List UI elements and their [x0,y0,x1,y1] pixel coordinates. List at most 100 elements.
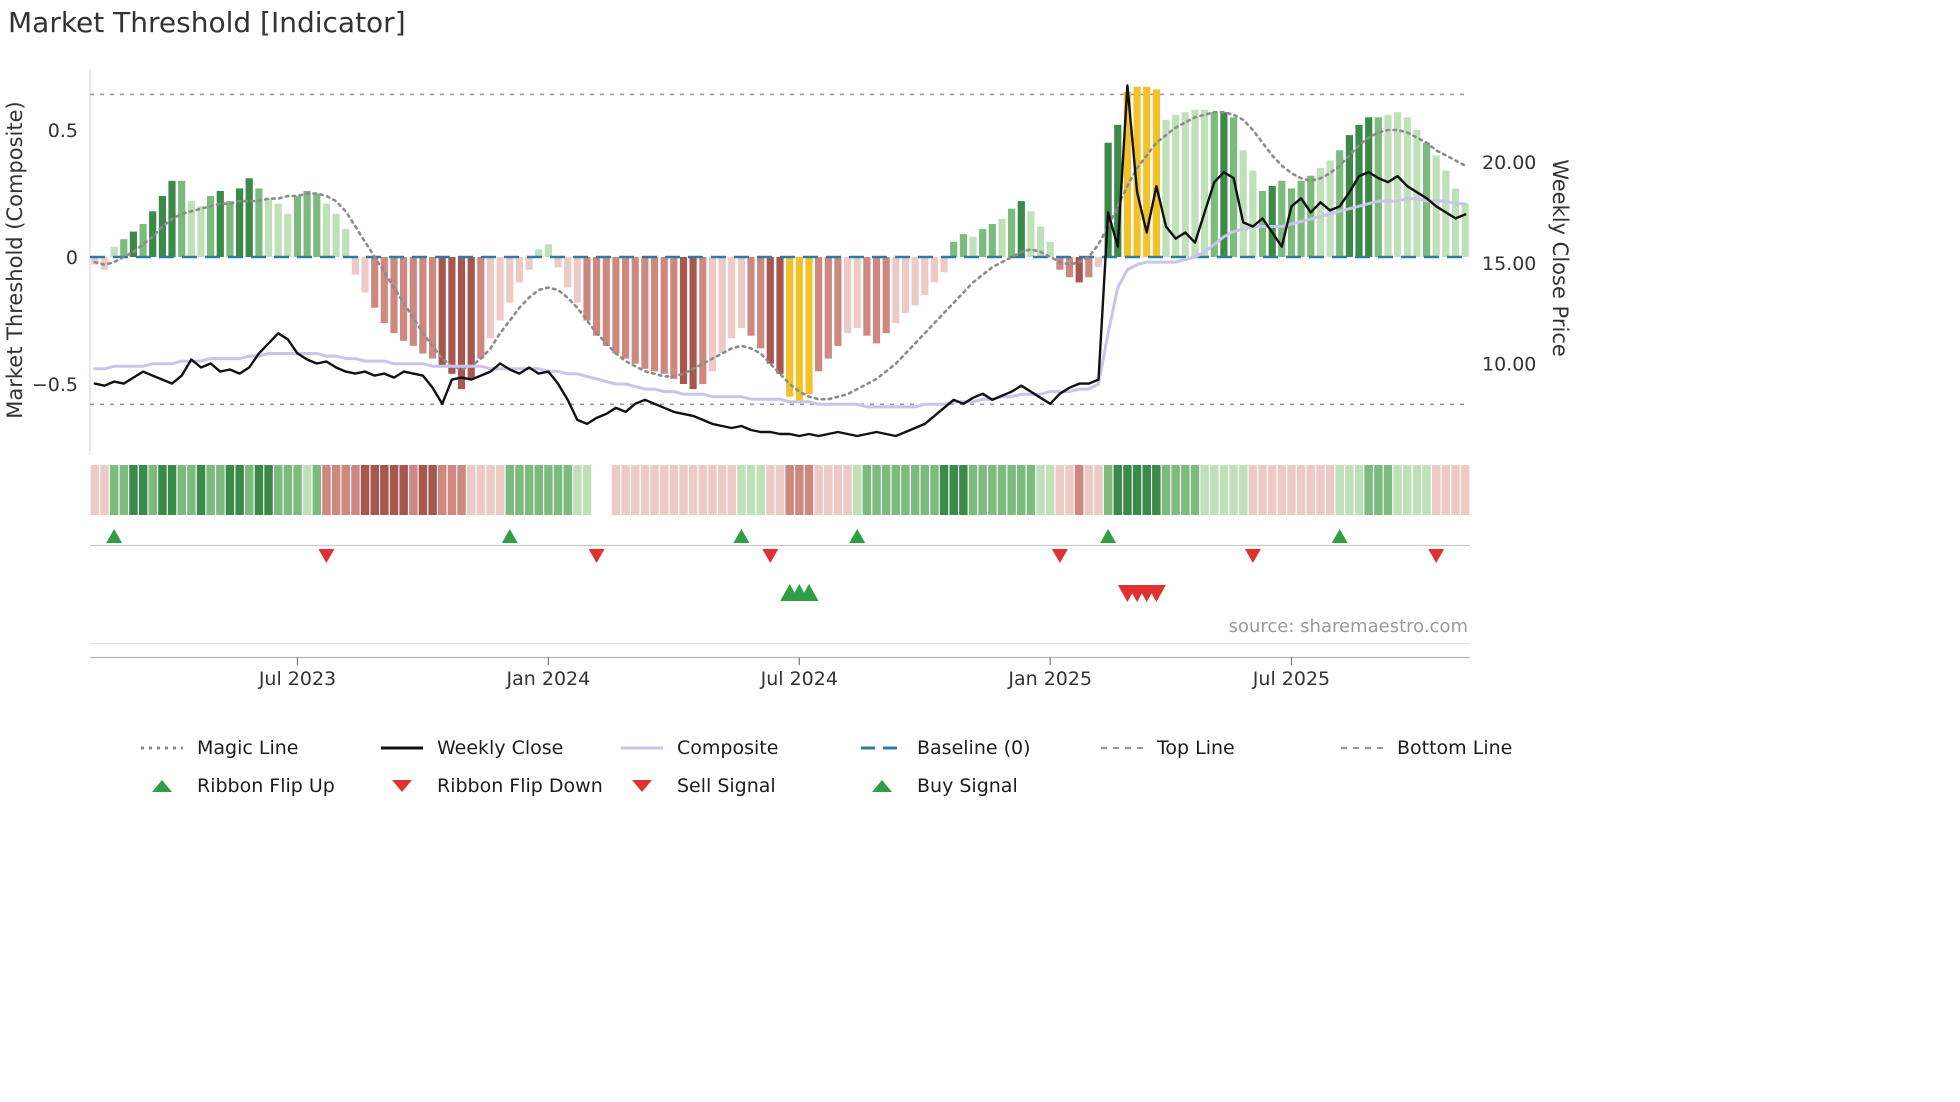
threshold-bar [1220,112,1228,257]
ribbon-cell [1152,465,1161,515]
threshold-bar [264,198,273,257]
threshold-bar [1008,208,1016,257]
ribbon-cell [274,465,283,515]
threshold-bar [1355,124,1363,258]
solid-line-icon [621,746,663,750]
ribbon-cell [1142,465,1151,515]
threshold-bar [573,257,581,303]
chart-title: Market Threshold [Indicator] [8,6,406,39]
ribbon-cell [1200,465,1209,515]
ribbon-cell [939,465,949,515]
threshold-bar [1258,191,1267,257]
ribbon-cell [669,465,679,515]
triangle-down-icon [392,780,412,792]
ribbon-cell [1422,465,1431,515]
ribbon-flip-down-marker [762,549,779,563]
ribbon-cell [1306,465,1315,515]
right-tick-label: 20.00 [1482,152,1536,174]
threshold-bar [728,257,736,339]
ribbon-cell [1190,465,1200,515]
threshold-bar [1046,241,1054,257]
threshold-bar [380,257,388,323]
threshold-bar [332,213,340,257]
threshold-bar [110,246,118,257]
ribbon-cell [1277,465,1287,515]
threshold-bar [1316,168,1324,257]
ribbon-cell [1316,465,1325,515]
legend-label: Magic Line [197,737,299,759]
ribbon-cell [438,465,447,515]
ribbon-cell [891,465,901,515]
threshold-bar [361,257,369,293]
ribbon-cell [245,465,254,515]
ribbon-flip-up-marker [106,529,123,543]
trade-signals [780,584,1166,602]
magic-line [93,110,1467,401]
ribbon-cell [1113,465,1122,515]
ribbon-cell [688,465,698,515]
threshold-bar [757,257,765,349]
ribbon-cell [476,465,486,515]
ribbon-cell [1403,465,1412,515]
ribbon-cell [1383,465,1393,515]
threshold-bar [718,257,726,354]
ribbon-cell [553,465,563,515]
threshold-bar [1239,150,1247,257]
ribbon-flip-up-marker [733,529,750,543]
ribbon-cell [515,465,524,515]
ribbon-cell [631,465,640,515]
threshold-bar [544,244,552,257]
sell-signal-marker [1146,585,1166,602]
ribbon-cell [254,465,264,515]
dashed-line-icon [1341,747,1383,749]
ribbon-cell [360,465,370,515]
left-tick-label: 0 [66,247,78,269]
threshold-bar [1123,91,1131,258]
ribbon-cell [1258,465,1267,515]
legend-item-composite: Composite [620,733,860,763]
legend-item-magic-line: Magic Line [140,733,380,763]
ribbon-cell [302,465,312,515]
ribbon-cell [148,465,157,515]
threshold-bar [786,257,794,397]
ribbon-cell [447,465,457,515]
threshold-bar [863,257,871,336]
ribbon-cell [872,465,881,515]
threshold-bar [805,257,813,395]
left-axis-title: Market Threshold (Composite) [3,101,27,419]
ribbon-cell [679,465,688,515]
legend-label: Composite [677,737,779,759]
threshold-bar [1037,226,1045,257]
threshold-bar [708,257,716,372]
threshold-bar [477,257,485,359]
x-axis: Jul 2023 Jan 2024 Jul 2024 Jan 2025 Jul 2025 [258,657,1330,690]
x-tick-label: Jul 2023 [258,668,336,690]
ribbon-cell [351,465,360,515]
threshold-bar [390,257,398,334]
ribbon-cell [968,465,978,515]
ribbon-cell [1094,465,1103,515]
ribbon-cell [1161,465,1171,515]
ribbon-cell [1007,465,1016,515]
ribbon-cell [824,465,833,515]
ribbon-cell [563,465,572,515]
threshold-bar [631,257,639,364]
threshold-bar [313,193,321,257]
threshold-bar [274,203,282,257]
threshold-bar [766,257,774,364]
ribbon-flip-down-marker [1051,549,1068,563]
y-axis-left: 0.5 0 −0.5 [32,120,78,396]
right-tick-label: 10.00 [1482,354,1536,376]
ribbon-cell [1103,465,1113,515]
ribbon-cell [775,465,785,515]
ribbon-cell [389,465,399,515]
ribbon-cell [573,465,582,515]
x-tick-label: Jul 2025 [1252,668,1330,690]
ribbon-cell [843,465,852,515]
ribbon-cell [100,465,109,515]
ribbon-cell [920,465,929,515]
ribbon-cell [1364,465,1373,515]
ribbon-cell [881,465,891,515]
triangle-up-shape [872,780,892,792]
